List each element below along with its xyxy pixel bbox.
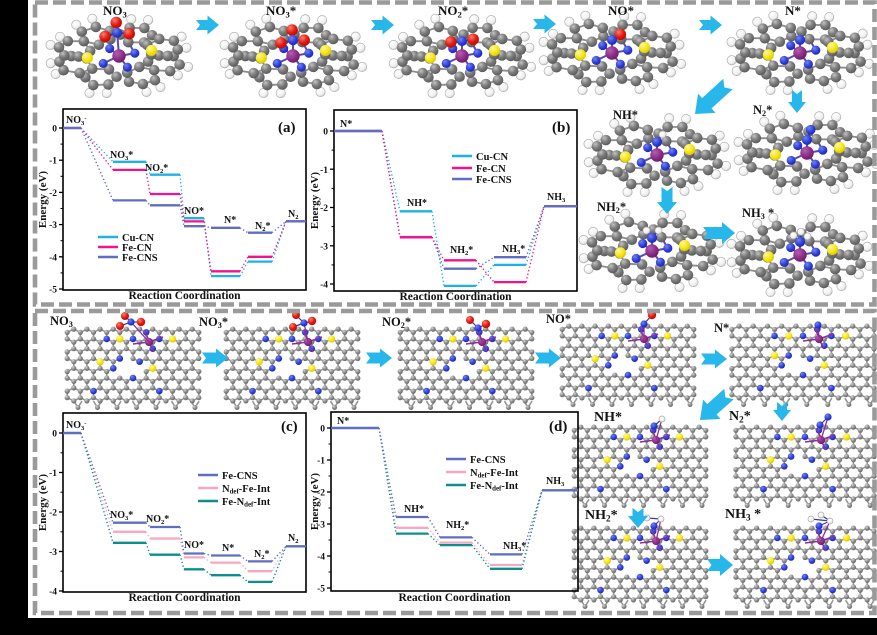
svg-text:NO3​*: NO3​*: [110, 150, 133, 162]
svg-text:-1: -1: [317, 457, 325, 467]
svg-text:Reaction Coordination: Reaction Coordination: [398, 592, 511, 604]
svg-text:NO2​*: NO2​*: [145, 163, 168, 175]
svg-text:(c): (c): [281, 419, 298, 435]
svg-text:NH3​: NH3​: [546, 476, 565, 488]
svg-text:NH2​*: NH2​*: [450, 245, 473, 257]
svg-text:Cu-CN: Cu-CN: [476, 152, 509, 163]
svg-text:N*: N*: [222, 543, 234, 554]
svg-text:Reaction Coordination: Reaction Coordination: [128, 592, 241, 604]
svg-text:0: 0: [323, 128, 328, 138]
svg-text:0: 0: [52, 125, 57, 135]
svg-text:NO*: NO*: [546, 312, 571, 326]
svg-text:0: 0: [52, 430, 57, 440]
svg-text:-3: -3: [49, 548, 57, 558]
svg-text:Energy (eV): Energy (eV): [37, 474, 49, 531]
svg-text:Fe-CNS: Fe-CNS: [476, 175, 512, 186]
svg-text:N2​: N2​: [288, 533, 299, 545]
svg-text:NO3​: NO3​: [50, 314, 73, 329]
svg-text:N2​*: N2​*: [255, 221, 271, 233]
svg-text:Ndef​-Fe-Int: Ndef​-Fe-Int: [222, 484, 271, 496]
svg-text:-5: -5: [49, 286, 57, 296]
svg-text:Reaction Coordination: Reaction Coordination: [128, 290, 241, 302]
svg-text:NO*: NO*: [608, 3, 634, 18]
svg-text:N*: N*: [785, 3, 801, 18]
svg-text:-4: -4: [317, 553, 325, 563]
svg-text:NO3​*: NO3​*: [199, 315, 228, 330]
svg-text:0: 0: [320, 425, 325, 435]
svg-text:NH3​ *: NH3​ *: [725, 507, 761, 523]
svg-text:NH*: NH*: [594, 410, 622, 425]
svg-text:N2​*: N2​*: [753, 103, 772, 118]
svg-text:NH2​*: NH2​*: [597, 200, 626, 215]
svg-text:Fe-CN: Fe-CN: [122, 243, 152, 254]
svg-text:(d): (d): [549, 419, 567, 435]
svg-text:-2: -2: [320, 204, 328, 214]
svg-text:Reaction Coordination: Reaction Coordination: [399, 291, 512, 303]
svg-text:-3: -3: [320, 242, 328, 252]
svg-text:NO3​-​: NO3​-​: [66, 420, 87, 432]
svg-text:NH2​*: NH2​*: [446, 520, 469, 532]
svg-text:NO3​*: NO3​*: [266, 3, 296, 19]
svg-text:NO3​*: NO3​*: [110, 510, 133, 522]
svg-text:N*: N*: [224, 215, 236, 226]
svg-text:Fe-CN: Fe-CN: [476, 164, 506, 175]
svg-text:Fe-Ndef​-Int: Fe-Ndef​-Int: [470, 481, 519, 493]
svg-text:Fe-CNS: Fe-CNS: [122, 253, 158, 264]
svg-text:Energy (eV): Energy (eV): [37, 171, 49, 228]
svg-text:NO2​*: NO2​*: [438, 3, 468, 19]
svg-text:-3: -3: [317, 521, 325, 531]
svg-text:NO3​-​: NO3​-​: [66, 115, 87, 127]
svg-text:-4: -4: [320, 281, 328, 291]
svg-text:N*: N*: [337, 416, 349, 427]
svg-text:NO3​: NO3​: [103, 3, 127, 19]
svg-text:-2: -2: [49, 189, 57, 199]
svg-text:N2​*: N2​*: [254, 549, 270, 561]
svg-text:Fe-Ndef​-Int: Fe-Ndef​-Int: [222, 497, 271, 509]
svg-text:Fe-CNS: Fe-CNS: [222, 471, 258, 482]
svg-text:NH*: NH*: [404, 504, 424, 515]
svg-text:-1: -1: [49, 469, 57, 479]
svg-text:NH3​*: NH3​*: [503, 541, 526, 553]
svg-text:NO*: NO*: [184, 540, 204, 551]
svg-text:N*: N*: [714, 321, 729, 335]
svg-text:N*: N*: [340, 119, 352, 130]
svg-text:NO2​*: NO2​*: [382, 315, 411, 330]
svg-text:Fe-CNS: Fe-CNS: [470, 455, 506, 466]
svg-text:N2​: N2​: [288, 209, 299, 221]
svg-text:NO2​*: NO2​*: [146, 514, 169, 526]
svg-text:-4: -4: [49, 588, 57, 598]
svg-text:-4: -4: [49, 253, 57, 263]
svg-text:NH3​ *: NH3​ *: [742, 206, 774, 221]
svg-text:(a): (a): [278, 120, 296, 136]
svg-text:-2: -2: [317, 489, 325, 499]
svg-text:NH*: NH*: [407, 198, 427, 209]
svg-text:NO*: NO*: [184, 206, 204, 217]
svg-text:NH*: NH*: [613, 108, 638, 122]
svg-text:NH3​*: NH3​*: [502, 244, 525, 256]
svg-text:(b): (b): [552, 120, 570, 136]
svg-text:NH2​*: NH2​*: [585, 508, 618, 524]
svg-text:-5: -5: [317, 585, 325, 595]
svg-text:N2​*: N2​*: [729, 409, 751, 425]
svg-text:Energy (eV): Energy (eV): [309, 172, 321, 229]
svg-text:-1: -1: [320, 166, 328, 176]
svg-text:-3: -3: [49, 221, 57, 231]
svg-text:Ndef​-Fe-Int: Ndef​-Fe-Int: [470, 468, 519, 480]
svg-text:NH3​: NH3​: [547, 192, 566, 204]
svg-text:Cu-CN: Cu-CN: [122, 233, 155, 244]
svg-text:-2: -2: [49, 509, 57, 519]
svg-text:Energy (eV): Energy (eV): [309, 473, 321, 530]
svg-text:-1: -1: [49, 157, 57, 167]
